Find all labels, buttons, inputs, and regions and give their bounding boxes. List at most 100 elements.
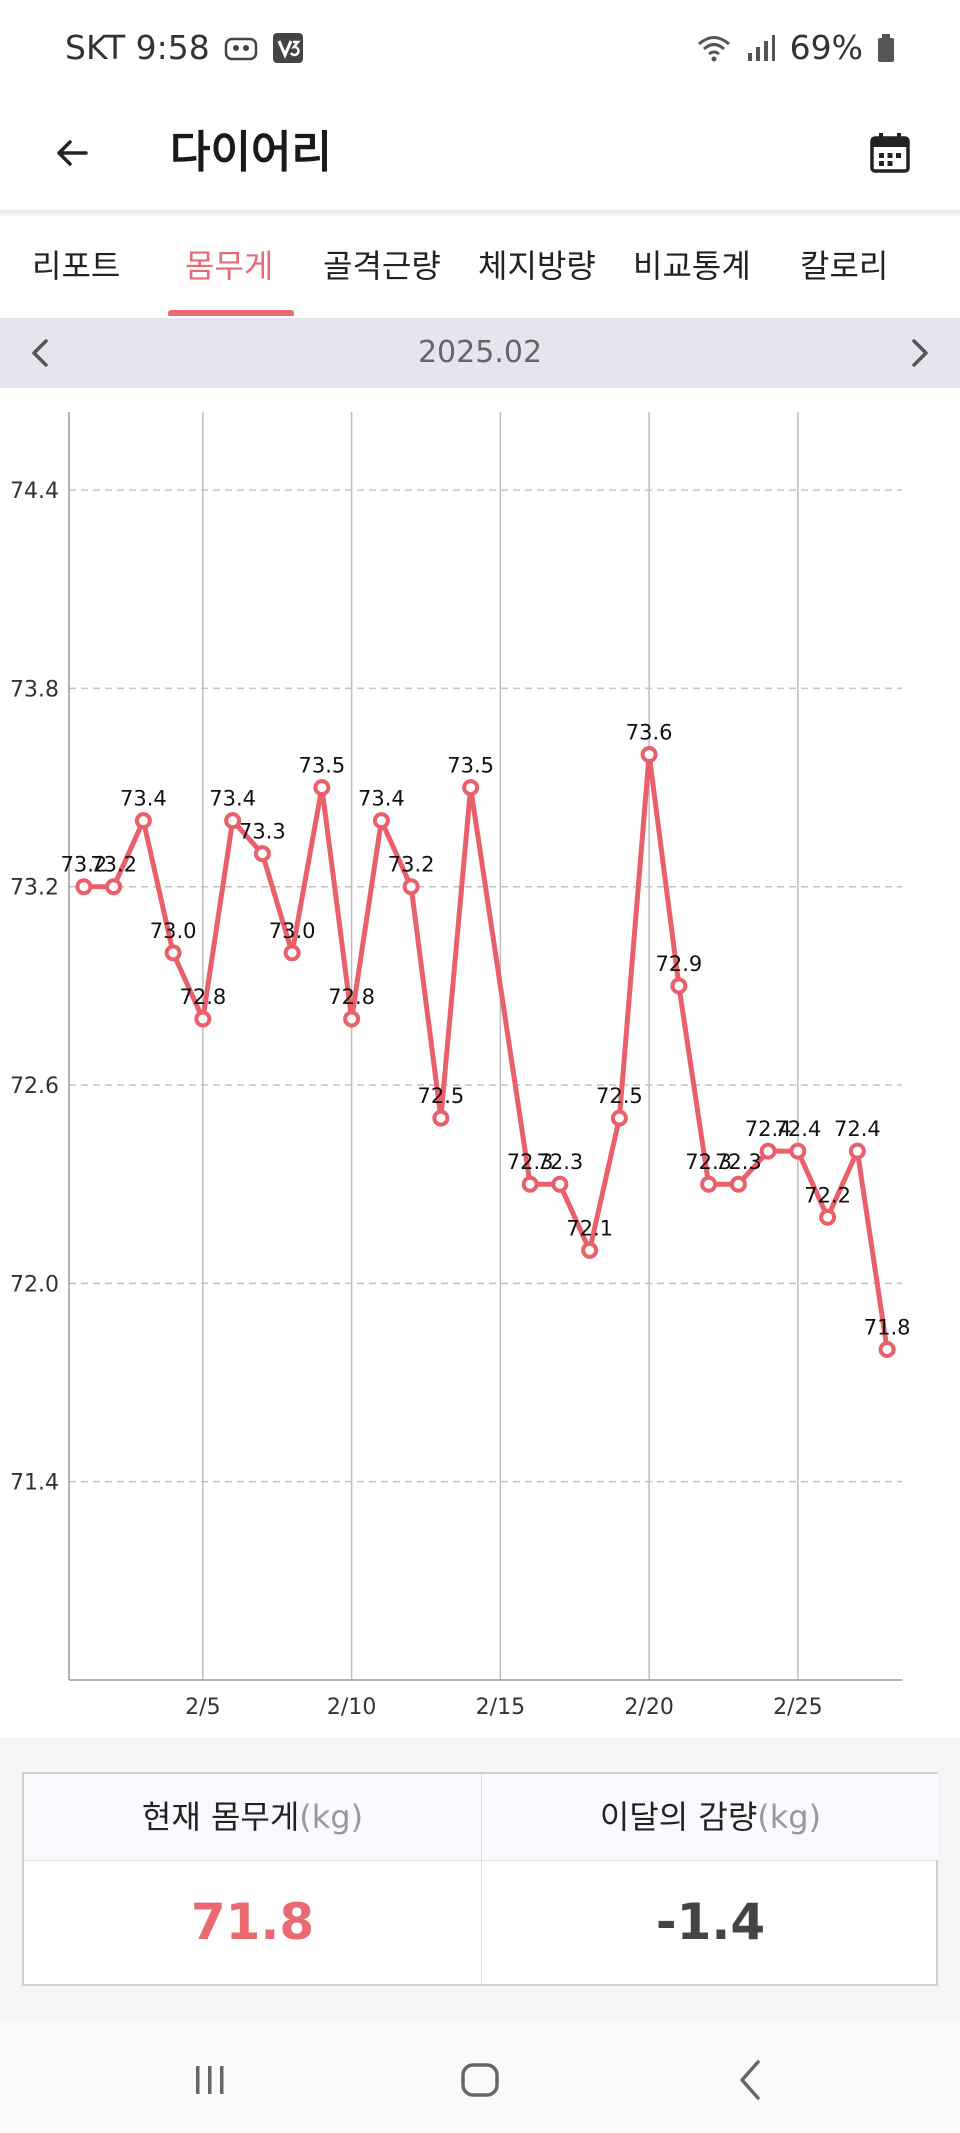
data-label: 72.2: [804, 1183, 851, 1207]
data-label: 73.2: [90, 853, 137, 877]
y-tick-label: 73.8: [10, 677, 59, 702]
y-tick-label: 72.0: [10, 1272, 59, 1297]
data-point: [789, 1142, 807, 1160]
calendar-icon: [870, 133, 910, 173]
data-point: [75, 878, 93, 896]
data-point: [878, 1340, 896, 1358]
data-point: [105, 878, 123, 896]
data-point: [640, 746, 658, 764]
data-label: 72.3: [507, 1150, 554, 1174]
data-point: [134, 812, 152, 830]
data-point: [343, 1010, 361, 1028]
data-label: 72.4: [834, 1117, 881, 1141]
current-weight-header: 현재 몸무게(kg): [24, 1774, 481, 1861]
data-label: 72.5: [596, 1084, 643, 1108]
data-point: [610, 1109, 628, 1127]
data-label: 73.0: [150, 919, 197, 943]
data-label: 73.2: [388, 853, 435, 877]
weight-series-line: [81, 752, 890, 1352]
weight-line-chart: 71.4 72.0 72.6 73.2 73.8 74.4 2/5 2/10 2/15 2/20 2…: [10, 412, 911, 1720]
status-right: 69%: [696, 28, 895, 67]
notification-app-icon: [224, 33, 258, 63]
data-point: [581, 1241, 599, 1259]
data-point: [848, 1142, 866, 1160]
system-back-button[interactable]: [720, 2050, 780, 2110]
data-point: [819, 1208, 837, 1226]
column-divider: [481, 1774, 482, 1984]
current-weight-unit: (kg): [299, 1798, 364, 1836]
tab-comparison-stats[interactable]: 비교통계: [633, 247, 751, 285]
monthly-change-label: 이달의 감량: [599, 1798, 758, 1836]
data-label: 73.2: [60, 853, 107, 877]
chevron-right-icon: [912, 339, 928, 367]
back-button[interactable]: [42, 123, 102, 183]
system-nav-bar: [0, 2020, 960, 2133]
data-label: 73.4: [209, 787, 256, 811]
x-tick-label: 2/15: [476, 1695, 525, 1720]
status-left: SKT 9:58: [65, 28, 304, 67]
data-point: [283, 944, 301, 962]
monthly-change-unit: (kg): [757, 1798, 822, 1836]
data-point: [729, 1175, 747, 1193]
data-point: [402, 878, 420, 896]
data-label: 72.8: [328, 985, 375, 1009]
data-label: 73.5: [298, 754, 345, 778]
current-weight-value: 71.8: [190, 1893, 315, 1951]
home-icon: [461, 2063, 499, 2097]
data-point: [372, 812, 390, 830]
tab-body-fat[interactable]: 체지방량: [478, 247, 596, 285]
data-point: [224, 812, 242, 830]
data-label: 72.9: [655, 952, 702, 976]
data-point: [759, 1142, 777, 1160]
arrow-left-icon: [57, 140, 88, 166]
x-tick-label: 2/25: [773, 1695, 822, 1720]
battery-percent: 69%: [789, 28, 863, 67]
data-point: [313, 779, 331, 797]
calendar-button[interactable]: [860, 123, 920, 183]
data-label: 73.3: [239, 820, 286, 844]
data-label: 72.4: [774, 1117, 821, 1141]
tab-skeletal-muscle[interactable]: 골격근량: [323, 247, 441, 285]
carrier-time: SKT 9:58: [65, 28, 210, 67]
data-label: 71.8: [864, 1315, 911, 1339]
data-label: 73.6: [626, 721, 673, 745]
signal-icon: [746, 33, 776, 63]
data-label: 72.5: [417, 1084, 464, 1108]
y-tick-label: 72.6: [10, 1074, 59, 1099]
next-month-button[interactable]: [900, 333, 940, 373]
x-tick-label: 2/5: [185, 1695, 220, 1720]
active-tab-indicator: [168, 310, 294, 316]
data-point: [700, 1175, 718, 1193]
recent-apps-button[interactable]: [180, 2050, 240, 2110]
data-point: [194, 1010, 212, 1028]
recent-apps-icon: [196, 2066, 224, 2094]
y-tick-label: 73.2: [10, 876, 59, 901]
tab-report[interactable]: 리포트: [32, 247, 121, 285]
data-label: 73.4: [358, 787, 405, 811]
v3-app-icon: [272, 32, 304, 64]
data-label: 72.4: [745, 1117, 792, 1141]
app-bar-divider: [0, 210, 960, 216]
y-tick-label: 74.4: [10, 479, 59, 504]
chevron-left-icon: [32, 339, 48, 367]
data-label: 73.4: [120, 787, 167, 811]
weight-chart: 71.4 72.0 72.6 73.2 73.8 74.4 2/5 2/10 2/15 2/20 2…: [0, 388, 960, 1738]
data-point: [253, 845, 271, 863]
data-label: 72.8: [179, 985, 226, 1009]
data-point: [164, 944, 182, 962]
home-button[interactable]: [450, 2050, 510, 2110]
data-label: 72.1: [566, 1216, 613, 1240]
app-bar: 다이어리: [0, 95, 960, 210]
month-selector: 2025.02: [0, 318, 960, 388]
summary-table: 현재 몸무게(kg) 이달의 감량(kg) 71.8 -1.4: [22, 1772, 939, 1986]
tab-calories[interactable]: 칼로리: [800, 247, 889, 285]
previous-month-button[interactable]: [20, 333, 60, 373]
status-bar: SKT 9:58 69%: [0, 0, 960, 95]
monthly-change-value: -1.4: [655, 1893, 766, 1951]
tab-weight[interactable]: 몸무게: [185, 247, 274, 285]
y-tick-label: 71.4: [10, 1471, 59, 1496]
data-point: [462, 779, 480, 797]
data-label: 73.5: [447, 754, 494, 778]
data-label: 72.3: [715, 1150, 762, 1174]
monthly-change-header: 이달의 감량(kg): [482, 1774, 939, 1861]
